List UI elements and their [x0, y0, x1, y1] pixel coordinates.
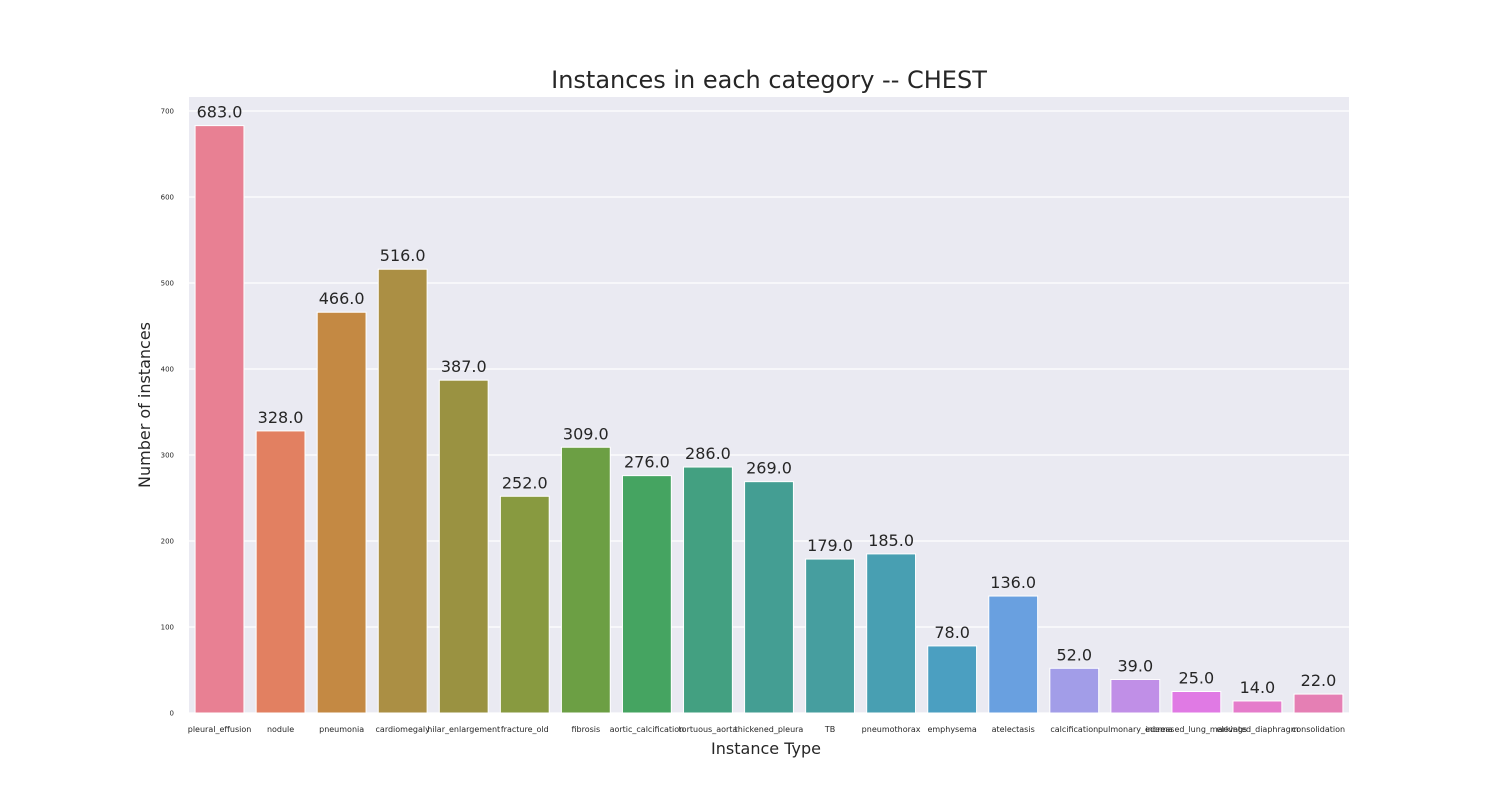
x-tick-label: emphysema: [927, 725, 976, 734]
bar-emphysema: [927, 645, 978, 714]
bar-elevated_diaphragm: [1232, 700, 1283, 714]
y-tick-label: 100: [161, 624, 174, 632]
data-label: 22.0: [1301, 671, 1337, 690]
data-label: 78.0: [934, 623, 970, 642]
bar-hilar_enlargement: [438, 379, 489, 714]
data-label: 387.0: [441, 357, 487, 376]
x-tick-label: cardiomegaly: [376, 725, 431, 734]
x-tick-label: TB: [824, 725, 835, 734]
bar-aortic_calcification: [621, 475, 672, 714]
bar-pneumonia: [316, 311, 367, 714]
data-label: 683.0: [197, 103, 243, 122]
x-axis-label: Instance Type: [711, 739, 821, 758]
data-label: 309.0: [563, 424, 609, 443]
bar-fracture_old: [499, 495, 550, 714]
data-label: 516.0: [380, 246, 426, 265]
x-tick-label: increased_lung_markings: [1146, 725, 1247, 734]
x-tick-label: atelectasis: [992, 725, 1035, 734]
x-tick-label: calcification: [1050, 725, 1098, 734]
bar-cardiomegaly: [377, 268, 428, 714]
y-tick-label: 0: [170, 710, 174, 718]
y-axis-label: Number of instances: [135, 322, 154, 488]
x-tick-label: thickened_pleura: [735, 725, 804, 734]
data-label: 185.0: [868, 531, 914, 550]
y-tick-label: 600: [161, 194, 174, 202]
data-label: 286.0: [685, 444, 731, 463]
x-tick-label: nodule: [267, 725, 294, 734]
bar-consolidation: [1293, 693, 1344, 714]
chart-title: Instances in each category -- CHEST: [551, 66, 987, 94]
y-tick-label: 500: [161, 280, 174, 288]
data-labels: 683.0 328.0 466.0 516.0 387.0 252.0 309.0 276.0…: [197, 103, 1337, 697]
x-tick-label: consolidation: [1292, 725, 1345, 734]
x-tick-label: aortic_calcification: [610, 725, 685, 734]
bar-increased_lung_markings: [1171, 691, 1222, 714]
data-label: 136.0: [990, 573, 1036, 592]
y-tick-labels: 0 100 200 300 400 500 600 700: [161, 108, 174, 718]
bar-calcification: [1049, 667, 1100, 714]
x-tick-label: pleural_effusion: [188, 725, 252, 734]
data-label: 269.0: [746, 459, 792, 478]
bar-atelectasis: [988, 595, 1039, 714]
bars: [194, 125, 1344, 714]
y-tick-label: 300: [161, 452, 174, 460]
x-tick-label: pulmonary_edema: [1098, 725, 1173, 734]
data-label: 39.0: [1118, 656, 1154, 675]
bar-tortuous_aorta: [683, 466, 733, 714]
x-tick-label: pneumonia: [319, 725, 364, 734]
x-tick-label: fibrosis: [571, 725, 600, 734]
bar-pneumothorax: [866, 553, 917, 714]
data-label: 276.0: [624, 453, 670, 472]
y-tick-label: 200: [161, 538, 174, 546]
data-label: 52.0: [1056, 645, 1092, 664]
bar-pleural_effusion: [194, 125, 245, 714]
data-label: 25.0: [1179, 669, 1215, 688]
data-label: 179.0: [807, 536, 853, 555]
x-tick-labels: pleural_effusion nodule pneumonia cardiomeg…: [188, 725, 1345, 734]
x-tick-label: fracture_old: [501, 725, 549, 734]
data-label: 466.0: [319, 289, 365, 308]
data-label: 252.0: [502, 473, 548, 492]
x-tick-label: tortuous_aorta: [679, 725, 738, 734]
x-tick-label: pneumothorax: [862, 725, 921, 734]
bar-pulmonary_edema: [1110, 678, 1161, 714]
y-tick-label: 400: [161, 366, 174, 374]
bar-fibrosis: [560, 446, 611, 714]
x-tick-label: elevated_diaphragm: [1216, 725, 1298, 734]
data-label: 14.0: [1240, 678, 1276, 697]
bar-TB: [805, 558, 855, 714]
bar-nodule: [255, 430, 306, 714]
y-tick-label: 700: [161, 108, 174, 116]
x-tick-label: hilar_enlargement: [427, 725, 500, 734]
bar-thickened_pleura: [744, 481, 794, 714]
data-label: 328.0: [258, 408, 304, 427]
